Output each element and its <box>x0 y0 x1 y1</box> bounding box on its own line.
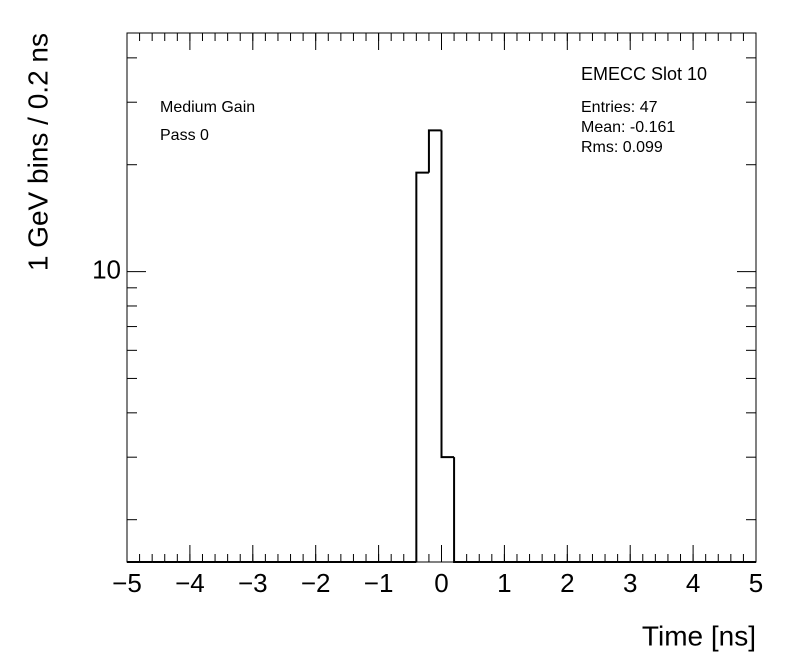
stats-line: Entries: 47 <box>581 99 658 116</box>
x-tick-label: 3 <box>623 568 637 598</box>
histogram-bin <box>427 129 442 173</box>
histogram-bin <box>415 171 429 562</box>
x-tick-label: 0 <box>434 568 448 598</box>
x-tick-label: 2 <box>560 568 574 598</box>
x-tick-label: −3 <box>238 568 268 598</box>
stats-line: Rms: 0.099 <box>581 139 663 156</box>
x-tick-label: −2 <box>301 568 331 598</box>
y-axis-label: 1 GeV bins / 0.2 ns <box>22 33 53 271</box>
histogram-bin <box>440 130 455 459</box>
stats-line: Mean: -0.161 <box>581 119 675 136</box>
x-tick-label: −4 <box>175 568 205 598</box>
x-tick-label: 5 <box>749 568 763 598</box>
x-tick-label: −5 <box>112 568 142 598</box>
x-tick-label: 1 <box>497 568 511 598</box>
x-tick-label: 4 <box>686 568 700 598</box>
y-tick-label: 10 <box>92 254 121 284</box>
annotation: Pass 0 <box>160 127 209 144</box>
x-tick-label: −1 <box>364 568 394 598</box>
annotation: Medium Gain <box>160 99 255 116</box>
x-axis-label: Time [ns] <box>642 620 756 651</box>
histogram-bin <box>453 457 467 563</box>
stats-title: EMECC Slot 10 <box>581 64 707 84</box>
